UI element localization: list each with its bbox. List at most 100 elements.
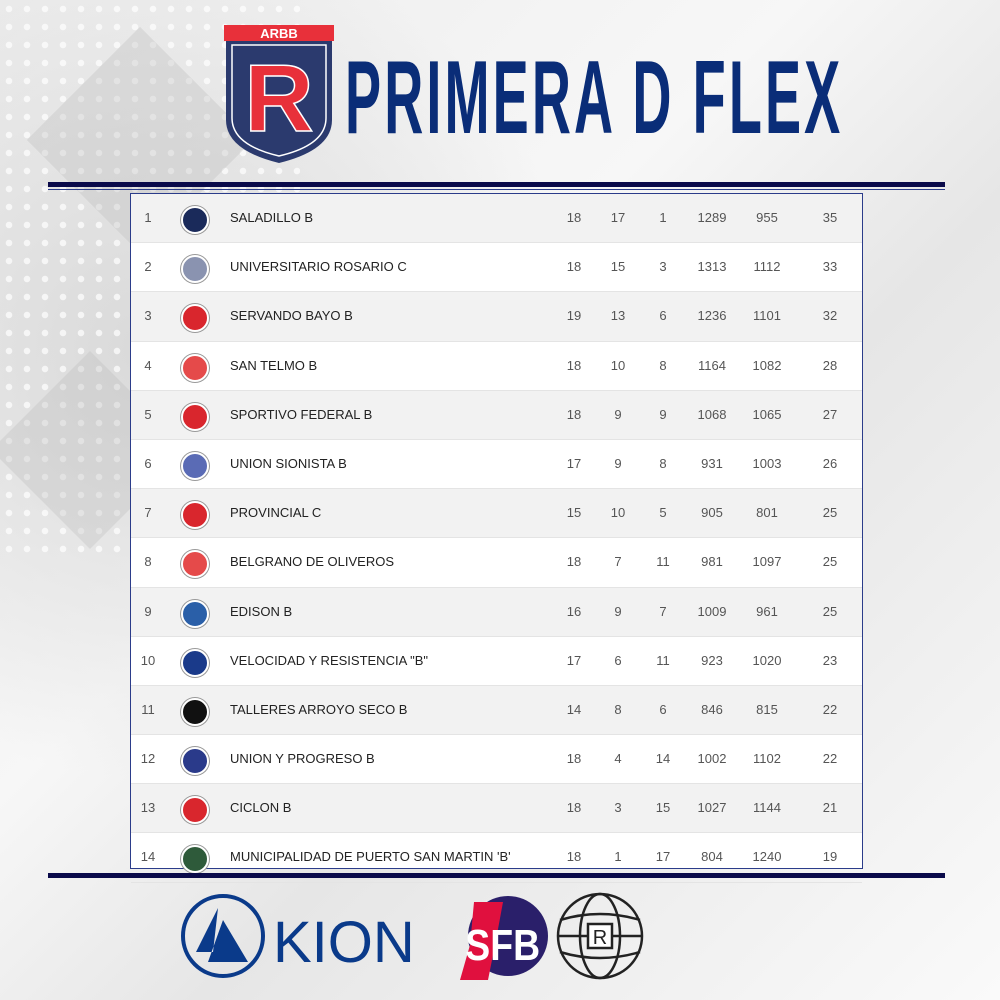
team-name: SALADILLO B: [230, 210, 314, 225]
position: 11: [141, 701, 155, 717]
position: 13: [140, 800, 156, 816]
team-crest-icon: [181, 255, 209, 284]
team-name: MUNICIPALIDAD DE PUERTO SAN MARTIN 'B': [230, 849, 511, 865]
stat-c4: 905: [701, 505, 723, 521]
stat-c2: 15: [610, 259, 626, 275]
table-row: 9 EDISON B 16 9 7 1009 961 25: [131, 587, 862, 637]
stat-c2: 1: [614, 849, 622, 865]
sponsor-logos: KION SFB R: [181, 892, 644, 980]
stat-c1: 18: [566, 357, 582, 373]
stat-c5: 1065: [752, 406, 782, 422]
stat-c6: 28: [822, 357, 838, 373]
stat-c6: 23: [822, 652, 838, 668]
stat-c3: 5: [659, 505, 667, 521]
position: 1: [144, 210, 152, 225]
stat-c2: 10: [610, 357, 626, 373]
stat-c4: 923: [701, 652, 723, 668]
team-name: CICLON B: [230, 800, 292, 816]
stat-c1: 18: [566, 751, 582, 767]
stat-c1: 17: [566, 455, 582, 471]
stat-c2: 3: [614, 800, 622, 816]
arbb-logo: ARBB R: [224, 25, 334, 163]
position: 12: [140, 751, 156, 767]
divider: [48, 189, 945, 190]
stat-c2: 4: [614, 751, 622, 767]
position: 8: [144, 554, 152, 570]
stat-c1: 19: [566, 308, 582, 324]
team-name: UNIVERSITARIO ROSARIO C: [230, 259, 407, 275]
stat-c3: 7: [659, 603, 667, 619]
position: 5: [144, 406, 152, 422]
stat-c3: 1: [659, 210, 667, 225]
team-name: UNION SIONISTA B: [230, 455, 347, 471]
stat-c1: 15: [566, 505, 582, 521]
stat-c5: 1112: [753, 259, 781, 275]
stat-c3: 11: [656, 652, 670, 668]
team-name: BELGRANO DE OLIVEROS: [230, 554, 394, 570]
table-row: 10 VELOCIDAD Y RESISTENCIA "B" 17 6 11 923 102…: [131, 637, 862, 686]
team-name: VELOCIDAD Y RESISTENCIA "B": [230, 652, 429, 668]
stat-c1: 14: [566, 701, 582, 717]
stat-c6: 33: [822, 259, 838, 275]
stat-c4: 1009: [697, 603, 727, 619]
stat-c6: 25: [822, 603, 838, 619]
globe-logo: R: [556, 892, 644, 980]
stat-c1: 18: [566, 259, 582, 275]
stat-c2: 10: [610, 505, 626, 521]
stat-c4: 1027: [697, 800, 727, 816]
stat-c6: 27: [822, 406, 838, 422]
team-name: PROVINCIAL C: [230, 505, 322, 521]
table-row: 4 SAN TELMO B 18 10 8 1164 1082 28: [131, 342, 862, 391]
stat-c5: 1003: [752, 455, 782, 471]
sfb-logo: SFB: [460, 896, 548, 980]
team-crest-icon: [181, 697, 209, 726]
stat-c5: 955: [756, 210, 778, 225]
stat-c4: 846: [701, 701, 723, 717]
stat-c6: 35: [822, 210, 838, 225]
stat-c5: 1097: [752, 554, 782, 570]
table-row: 13 CICLON B 18 3 15 1027 1144 21: [131, 784, 862, 834]
team-crest-icon: [181, 599, 209, 628]
team-crest-icon: [181, 402, 209, 431]
position: 7: [144, 505, 152, 521]
stat-c6: 22: [822, 751, 838, 767]
stat-c5: 1020: [752, 652, 782, 668]
divider: [48, 873, 945, 878]
table-row: 6 UNION SIONISTA B 17 9 8 931 1003 26: [131, 440, 862, 490]
position: 6: [144, 455, 152, 471]
stat-c4: 1068: [697, 406, 727, 422]
svg-text:SFB: SFB: [465, 920, 540, 970]
stat-c4: 981: [701, 554, 723, 570]
stat-c3: 14: [655, 751, 671, 767]
divider: [48, 182, 945, 187]
page-title: PRIMERA D FLEX: [345, 40, 844, 156]
stat-c5: 815: [756, 701, 778, 717]
standings-table: 1 SALADILLO B 18 17 1 1289 955 35 2 UNIVERSITARIO…: [130, 193, 863, 883]
position: 10: [140, 652, 156, 668]
team-crest-icon: [181, 304, 209, 333]
stat-c3: 9: [659, 406, 667, 422]
stat-c4: 1164: [698, 357, 726, 373]
stat-c5: 1101: [753, 308, 781, 324]
team-crest-icon: [181, 845, 209, 874]
team-name: UNION Y PROGRESO B: [230, 751, 375, 767]
position: 14: [140, 849, 156, 865]
stat-c6: 21: [822, 800, 838, 816]
team-crest-icon: [181, 648, 209, 677]
position: 2: [144, 259, 152, 275]
stat-c6: 32: [822, 308, 838, 324]
stat-c3: 17: [655, 849, 671, 865]
position: 9: [144, 603, 152, 619]
stat-c1: 16: [566, 603, 582, 619]
stat-c1: 18: [566, 800, 582, 816]
table-row: 8 BELGRANO DE OLIVEROS 18 7 11 981 1097 25: [131, 538, 862, 588]
stat-c3: 3: [659, 259, 667, 275]
table-row: 2 UNIVERSITARIO ROSARIO C 18 15 3 1313 1112 33: [131, 243, 862, 293]
position: 4: [144, 357, 152, 373]
stat-c6: 25: [822, 505, 838, 521]
team-crest-icon: [181, 796, 209, 825]
table-row: 11 TALLERES ARROYO SECO B 14 8 6 846 815 22: [131, 685, 862, 736]
stat-c1: 18: [566, 554, 582, 570]
stat-c4: 1289: [697, 210, 727, 225]
stat-c2: 9: [614, 603, 622, 619]
